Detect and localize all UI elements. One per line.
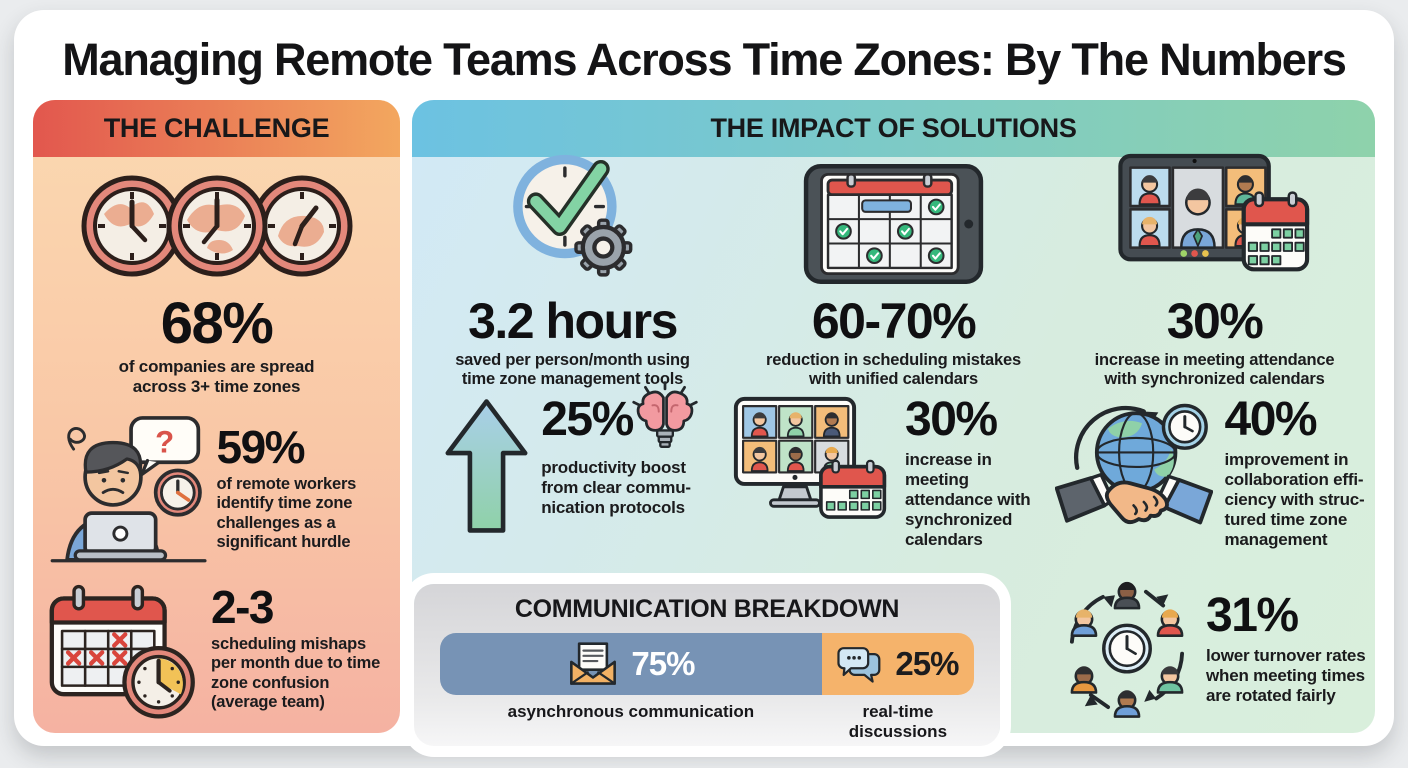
stat-value: 30% <box>1166 293 1264 349</box>
world-clocks-icon <box>72 163 362 289</box>
calendar-mishaps-icon <box>45 578 203 719</box>
up-arrow-icon <box>444 396 529 536</box>
stat-value: 60-70% <box>811 293 977 349</box>
communication-labels: asynchronous communication real-time dis… <box>440 702 974 742</box>
stat-caption: improvement in collaboration effi- cienc… <box>1224 450 1365 549</box>
stat-caption: scheduling mishaps per month due to time… <box>211 635 381 712</box>
async-label: asynchronous communication <box>507 702 755 721</box>
stat-value: 59% <box>216 421 306 474</box>
stat-caption: increase in meeting attendance with sync… <box>905 450 1031 549</box>
realtime-label: real-time discussions <box>848 702 948 741</box>
stat-attendance-sync: 30% increase in meeting attendance with … <box>733 396 1054 549</box>
monitor-videocall-icon <box>733 396 893 520</box>
stat-caption: reduction in scheduling mistakes with un… <box>766 351 1021 389</box>
impact-header: THE IMPACT OF SOLUTIONS <box>412 100 1375 157</box>
stat-value: 40% <box>1224 393 1318 446</box>
stat-caption: productivity boost from clear commu- nic… <box>541 458 691 517</box>
stat-attendance-increase: 30% increase in meeting attendance with … <box>1054 153 1375 390</box>
async-value: 75% <box>631 645 695 682</box>
stat-caption: saved per person/month using time zone m… <box>455 351 690 389</box>
stat-value: 3.2 hours <box>468 293 678 349</box>
stat-caption: increase in meeting attendance with sync… <box>1094 351 1335 389</box>
brain-idea-icon <box>629 380 701 462</box>
stat-timezone-hurdle: ? 59% of remote workers identify ti <box>45 413 388 564</box>
clock-check-gear-icon <box>498 154 648 286</box>
challenge-header: THE CHALLENGE <box>33 100 400 157</box>
stat-turnover-reduction: 31% lower turnover rates when meeting ti… <box>1054 578 1375 720</box>
stat-value: 30% <box>905 393 998 446</box>
stat-scheduling-reduction: 60-70% reduction in scheduling mistakes … <box>733 158 1054 390</box>
challenge-panel: THE CHALLENGE <box>33 100 400 733</box>
infographic-card: Managing Remote Teams Across Time Zones:… <box>14 10 1394 746</box>
page-title: Managing Remote Teams Across Time Zones:… <box>62 34 1347 85</box>
chat-bubbles-icon <box>837 645 883 684</box>
stat-caption: of companies are spread across 3+ time z… <box>118 357 315 396</box>
stat-value: 2-3 <box>211 581 274 634</box>
communication-bar: 75% 25% <box>440 633 974 695</box>
envelope-icon <box>567 641 619 688</box>
stat-scheduling-mishaps: 2-3 scheduling mishaps per month due to … <box>45 578 388 719</box>
realtime-segment: 25% <box>821 633 974 695</box>
stat-collaboration-improvement: 40% improvement in collaboration effi- c… <box>1054 396 1375 549</box>
stat-caption: of remote workers identify time zone cha… <box>216 475 357 552</box>
communication-header: COMMUNICATION BREAKDOWN <box>514 595 900 623</box>
stat-hours-saved: 3.2 hours saved per person/month using t… <box>412 154 733 390</box>
async-segment: 75% <box>440 633 822 695</box>
confused-worker-icon: ? <box>49 413 209 564</box>
communication-panel: COMMUNICATION BREAKDOWN 75% <box>414 584 1000 746</box>
svg-text:?: ? <box>155 424 174 459</box>
stat-caption: lower turnover rates when meeting times … <box>1206 646 1366 705</box>
stat-value: 25% <box>541 393 634 446</box>
challenge-body: 68% of companies are spread across 3+ ti… <box>33 157 400 719</box>
realtime-value: 25% <box>895 645 959 682</box>
stat-value: 68% <box>160 291 274 356</box>
tablet-calendar-icon <box>802 158 985 286</box>
rotating-team-clock-icon <box>1058 578 1196 720</box>
stat-companies-spread: 68% of companies are spread across 3+ ti… <box>72 163 362 397</box>
stat-value: 31% <box>1206 589 1299 643</box>
stat-productivity-boost: 25% productivity boost from clear commu <box>412 381 733 536</box>
handshake-globe-icon <box>1054 396 1213 526</box>
videocall-calendar-icon <box>1117 153 1313 286</box>
